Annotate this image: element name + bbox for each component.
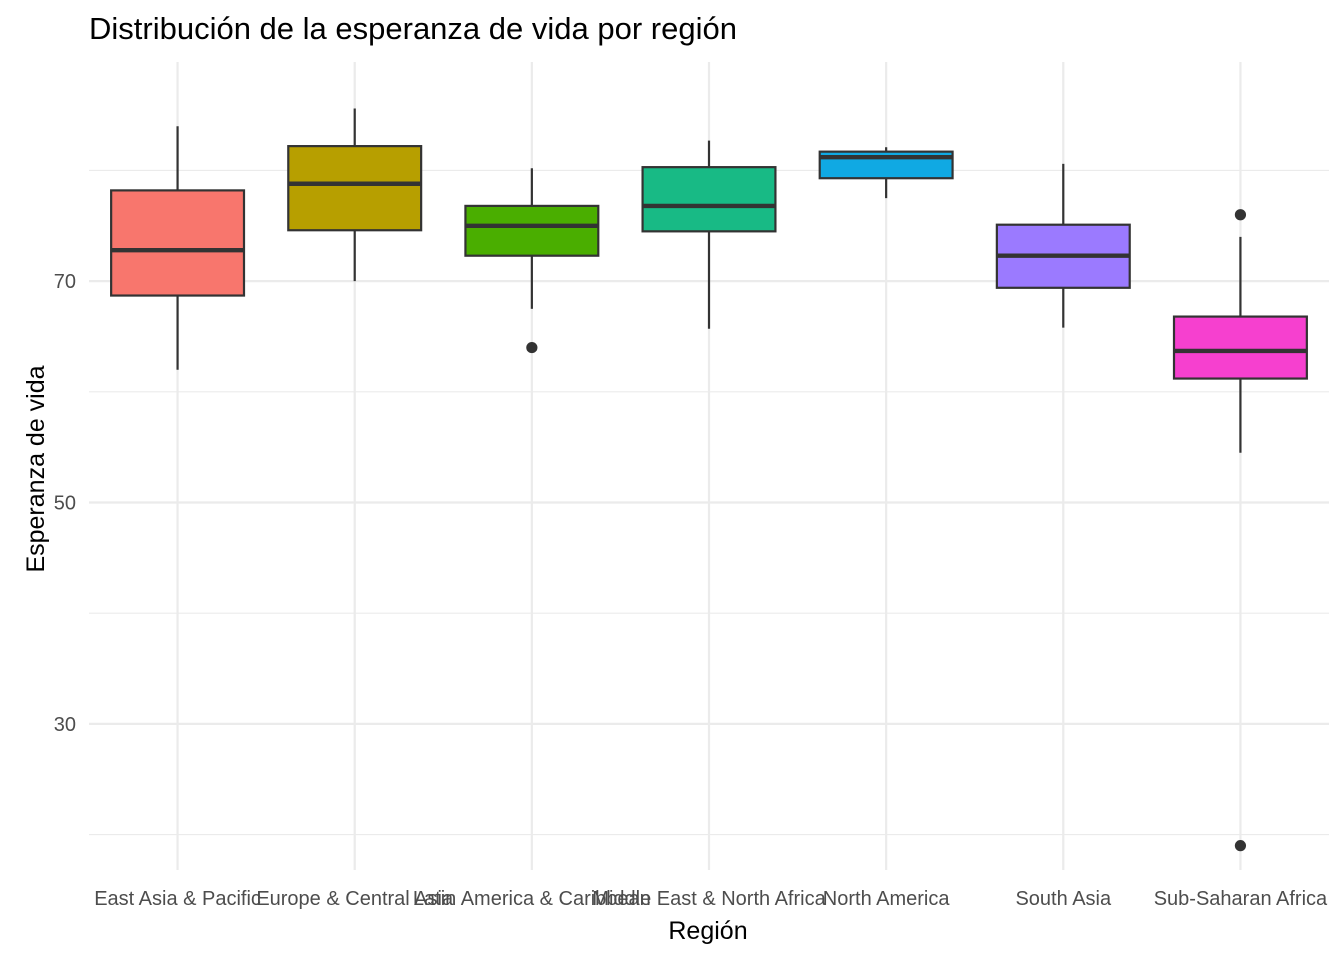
y-tick-label: 50: [54, 493, 76, 515]
iqr-box: [641, 166, 777, 233]
box-4: [641, 140, 777, 329]
x-tick-label: North America: [823, 888, 951, 910]
iqr-box: [287, 145, 423, 232]
box-2: [287, 108, 423, 282]
x-tick-label: East Asia & Pacific: [94, 888, 261, 910]
box-3: [464, 168, 600, 354]
y-tick-label: 30: [54, 714, 76, 736]
outlier-point: [1234, 840, 1247, 852]
iqr-box: [464, 204, 600, 257]
outlier-point: [1234, 209, 1247, 221]
y-tick-labels: 30 50 70: [54, 271, 76, 736]
y-tick-label: 70: [54, 271, 76, 293]
box-6: [995, 163, 1131, 328]
box-7: [1172, 209, 1308, 852]
outlier-point: [526, 341, 538, 354]
x-tick-label: Latin America & Caribbean: [413, 888, 651, 910]
x-tick-label: South Asia: [1015, 888, 1112, 910]
x-tick-label: Europe & Central Asia: [256, 888, 454, 910]
y-axis-title: Esperanza de vida: [22, 365, 50, 572]
x-tick-label: Middle East & North Africa: [592, 888, 826, 910]
x-tick-label: Sub-Saharan Africa: [1154, 888, 1328, 910]
chart-title: Distribución de la esperanza de vida por…: [89, 11, 737, 46]
boxes: [110, 108, 1308, 852]
iqr-box: [1172, 315, 1308, 380]
iqr-box: [110, 189, 246, 297]
box-1: [110, 126, 246, 370]
x-axis-title: Región: [668, 917, 747, 945]
box-5: [818, 147, 954, 199]
